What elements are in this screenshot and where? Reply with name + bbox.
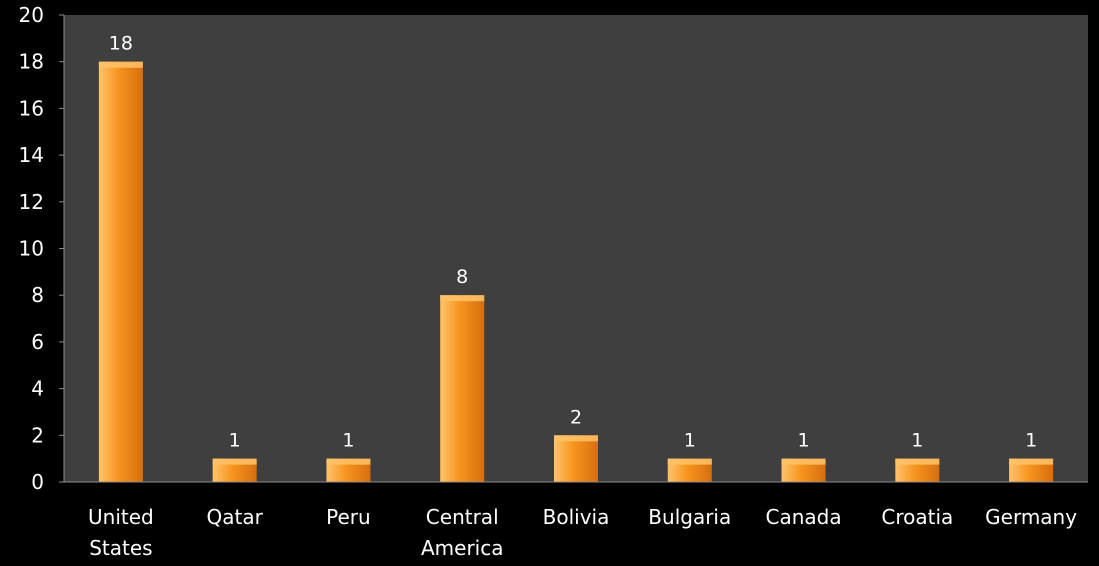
x-tick-label: Peru [326, 505, 371, 529]
bar-top-highlight [782, 459, 826, 465]
y-tick-label: 6 [31, 330, 44, 354]
bar-top-highlight [326, 459, 370, 465]
x-axis: United States Qatar Peru Central America Boliv… [64, 482, 1088, 560]
bar-top-highlight [895, 459, 939, 465]
y-tick-label: 20 [19, 3, 44, 27]
data-label: 2 [570, 406, 582, 428]
y-axis: 0 2 4 6 8 10 12 14 16 18 20 [19, 3, 64, 494]
y-tick-label: 12 [19, 190, 44, 214]
bar-top-highlight [1009, 459, 1053, 465]
y-tick-label: 10 [19, 237, 44, 261]
x-tick-label: Germany [985, 505, 1077, 529]
x-tick-label-line: Peru [326, 505, 371, 529]
y-tick-label: 4 [31, 377, 44, 401]
x-tick-label: Bolivia [543, 505, 610, 529]
y-tick-label: 16 [19, 96, 44, 120]
x-tick-label: Croatia [881, 505, 953, 529]
bar-top-highlight [668, 459, 712, 465]
x-tick-label-line: Germany [985, 505, 1077, 529]
y-tick-label: 14 [19, 143, 44, 167]
data-label: 1 [684, 430, 696, 452]
x-tick-label-line: Central [426, 505, 499, 529]
x-tick-label-line: States [89, 536, 152, 560]
x-tick-label-line: United [88, 505, 154, 529]
data-label: 1 [911, 430, 923, 452]
bar-top-highlight [213, 459, 257, 465]
y-tick-label: 8 [31, 283, 44, 307]
x-tick-label: Bulgaria [648, 505, 731, 529]
x-tick-label-line: America [421, 536, 504, 560]
bar-top-highlight [99, 62, 143, 68]
data-label: 1 [798, 430, 810, 452]
x-tick-label-line: Canada [766, 505, 842, 529]
x-tick-label: United States [88, 505, 154, 560]
y-tick-label: 2 [31, 423, 44, 447]
y-tick-label: 0 [31, 470, 44, 494]
data-label: 1 [342, 430, 354, 452]
x-tick-label-line: Croatia [881, 505, 953, 529]
x-tick-label-line: Qatar [207, 505, 264, 529]
bar [99, 62, 143, 482]
data-label: 18 [109, 33, 133, 55]
bar-top-highlight [554, 435, 598, 441]
x-tick-label: Qatar [207, 505, 264, 529]
x-tick-label: Canada [766, 505, 842, 529]
bar [554, 435, 598, 482]
data-label: 1 [229, 430, 241, 452]
y-tick-label: 18 [19, 50, 44, 74]
data-label: 1 [1025, 430, 1037, 452]
x-tick-label: Central America [421, 505, 504, 560]
bar-top-highlight [440, 295, 484, 301]
data-label: 8 [456, 266, 468, 288]
x-tick-label-line: Bulgaria [648, 505, 731, 529]
x-tick-label-line: Bolivia [543, 505, 610, 529]
bar [440, 295, 484, 482]
